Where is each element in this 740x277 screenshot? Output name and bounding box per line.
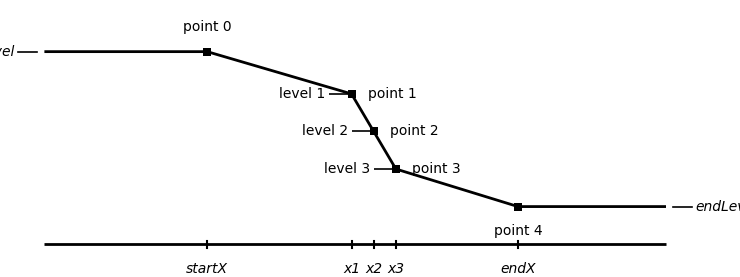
Text: level 2: level 2 (302, 124, 348, 138)
Text: x1: x1 (343, 262, 360, 276)
Text: level 3: level 3 (324, 162, 370, 176)
Text: x3: x3 (387, 262, 405, 276)
Text: x2: x2 (365, 262, 383, 276)
Text: level 1: level 1 (280, 87, 326, 101)
Text: point 2: point 2 (390, 124, 439, 138)
Text: endLevel: endLevel (696, 199, 740, 214)
Text: point 0: point 0 (183, 20, 232, 34)
Text: point 3: point 3 (412, 162, 461, 176)
Text: endX: endX (500, 262, 536, 276)
Text: point 4: point 4 (494, 224, 542, 238)
Text: point 1: point 1 (368, 87, 417, 101)
Text: startX: startX (186, 262, 228, 276)
Text: startLevel: startLevel (0, 45, 15, 59)
